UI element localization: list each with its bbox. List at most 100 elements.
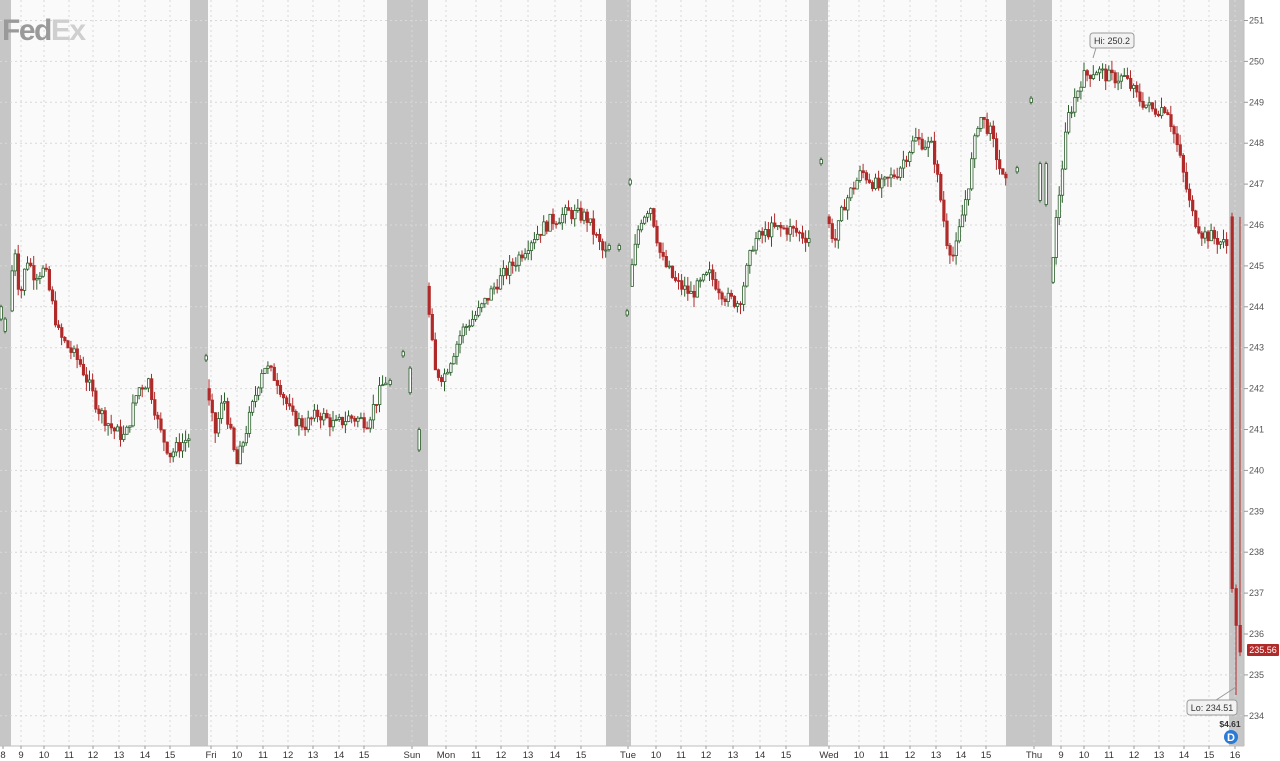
down-candle [732,295,737,309]
up-candle [582,208,586,225]
up-candle [1095,70,1099,76]
down-candle [78,355,82,368]
up-candle [926,136,931,158]
down-candle [998,149,1002,175]
down-candle [585,208,589,232]
up-candle [911,135,915,155]
up-candle [306,410,311,433]
up-candle [13,249,17,277]
up-candle [378,377,382,413]
y-tick-label: 242 [1249,384,1264,394]
up-candle [467,319,472,331]
down-candle [278,379,283,398]
up-candle [381,375,385,387]
down-candle [272,363,276,381]
down-candle [1138,83,1142,107]
closed-band [190,0,208,746]
down-candle [892,169,896,180]
down-candle [664,249,668,269]
dividend-icon[interactable] [1224,730,1238,744]
down-candle [658,242,662,259]
up-candle [1051,257,1055,285]
down-candle [714,271,718,291]
candlestick-series [0,60,1242,695]
up-candle [26,256,30,271]
up-candle [617,243,621,252]
down-candle [720,290,724,306]
x-tick-label: 14 [334,750,345,761]
closed-band [809,0,828,746]
up-candle [1107,65,1111,82]
down-candle [495,279,500,294]
down-candle [1169,105,1173,132]
up-candle [988,122,993,141]
down-candle [767,221,771,240]
x-tick-label: 14 [1179,750,1190,761]
x-tick-label: 13 [1154,750,1165,761]
up-candle [368,416,373,433]
down-candle [785,225,789,241]
high-label: Hi: 250.2 [1094,36,1130,46]
up-candle [914,127,918,142]
up-candle [247,406,252,438]
up-candle [776,225,780,231]
up-candle [751,245,755,252]
up-candle [542,215,546,236]
up-candle [131,394,135,428]
down-candle [1197,217,1201,235]
dividend-marker[interactable]: $4.61 D [1219,719,1241,744]
down-candle [661,242,665,261]
x-tick-label: 13 [114,750,125,761]
down-candle [1163,105,1167,114]
down-candle [951,246,955,262]
x-tick-label: 15 [576,750,587,761]
up-candle [22,268,27,296]
down-candle [325,409,329,419]
x-tick-label: 10 [651,750,662,761]
up-candle [705,271,709,276]
up-candle [347,410,351,423]
down-candle [1181,153,1185,183]
down-candle [300,415,304,431]
up-candle [846,194,850,220]
up-candle [483,297,487,308]
down-candle [905,155,909,168]
up-candle [174,437,179,457]
x-tick-label: 10 [1079,750,1090,761]
up-candle [181,433,185,458]
down-candle [365,421,369,430]
up-candle [757,229,761,241]
down-candle [32,255,36,290]
closed-band [1006,0,1052,746]
last-price-tag: 235.56 [1247,644,1279,656]
up-candle [636,225,641,249]
up-candle [526,240,531,260]
up-candle [263,367,267,375]
up-candle [137,387,141,400]
x-tick-label: 12 [905,750,916,761]
down-candle [54,291,58,328]
y-tick-label: 236 [1249,629,1264,639]
down-candle [601,238,605,259]
up-candle [122,425,126,442]
down-candle [109,414,113,434]
up-candle [337,413,342,422]
down-candle [1113,70,1117,89]
up-candle [401,349,405,358]
down-candle [871,180,875,192]
up-candle [266,361,270,374]
down-candle [692,284,696,308]
down-candle [945,213,949,250]
down-candle [232,426,236,452]
x-axis: 8 9 10 11 12 13 14 15 Fri 10 11 12 13 14 15 Sun Mon 11 12 1… [0,745,1244,761]
down-candle [140,384,144,398]
down-candle [303,417,307,436]
up-candle [883,175,887,187]
x-tick-label: 14 [956,750,967,761]
up-candle [498,267,503,290]
y-tick-label: 245 [1249,261,1264,271]
y-tick-label: 251 [1249,16,1264,26]
grid-lines [0,0,1244,746]
up-candle [260,369,264,394]
down-candle [213,411,217,443]
